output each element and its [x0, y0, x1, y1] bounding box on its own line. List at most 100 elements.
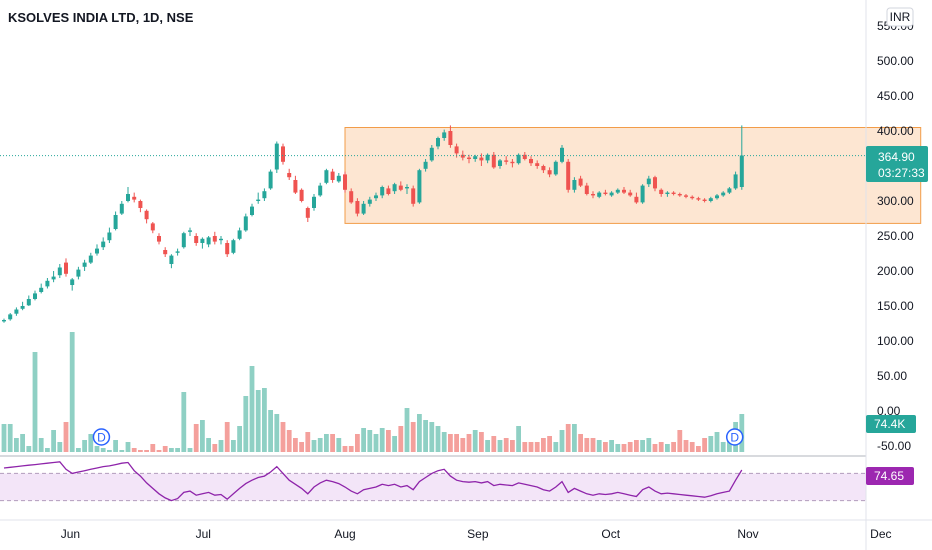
time-axis[interactable]: JunJulAugSepOctNovDec2022	[61, 527, 932, 541]
volume-bar	[94, 446, 100, 452]
candle	[361, 201, 366, 215]
volume-bar	[386, 430, 391, 452]
candle	[677, 192, 682, 197]
candle	[212, 231, 217, 245]
range-box[interactable]	[344, 127, 922, 224]
candle	[467, 154, 471, 164]
volume-bar	[305, 432, 311, 452]
volume-bar	[193, 424, 199, 452]
candle	[708, 196, 713, 203]
candle	[609, 191, 614, 197]
candle	[355, 198, 360, 217]
volume-bar	[324, 434, 329, 452]
candle	[504, 156, 509, 165]
price-tick-label: 100.00	[877, 334, 914, 348]
price-tick-label: 50.00	[877, 369, 907, 383]
candle	[578, 175, 583, 187]
candle	[163, 247, 168, 257]
candle	[250, 203, 254, 217]
volume-bar	[45, 448, 50, 452]
volume-bar	[522, 442, 528, 452]
dividend-marker[interactable]: D	[92, 428, 111, 446]
candle	[231, 238, 236, 255]
volume-bar	[572, 424, 577, 452]
time-tick-label: Oct	[601, 527, 620, 541]
candle	[727, 187, 732, 194]
volume-bar	[479, 432, 484, 452]
candle	[442, 129, 447, 141]
candle	[39, 283, 44, 294]
candle	[640, 184, 645, 204]
candle	[330, 168, 335, 183]
candle	[584, 182, 589, 196]
candle	[169, 254, 174, 269]
volume-bar	[547, 436, 552, 452]
candle	[188, 227, 192, 236]
candle	[274, 141, 279, 173]
volume-bar	[187, 448, 193, 452]
candle	[529, 156, 533, 166]
volume-bar	[702, 438, 707, 452]
price-tick-label: -50.00	[877, 439, 911, 453]
volume-bar	[181, 392, 187, 452]
bar-countdown: 03:27:33	[878, 166, 925, 180]
volume-bar	[125, 442, 131, 452]
candle	[374, 192, 378, 201]
volume-bar	[714, 432, 720, 452]
time-tick-label: Nov	[737, 527, 758, 541]
candle	[634, 192, 639, 204]
volume-bar	[249, 366, 255, 452]
volume-bar	[665, 444, 670, 452]
volume-bar	[603, 442, 608, 452]
volume-bar	[646, 438, 652, 452]
volume-bar	[441, 432, 447, 452]
chart-title: KSOLVES INDIA LTD, 1D, NSE	[8, 10, 194, 25]
candle	[398, 181, 403, 192]
volume-bar	[38, 438, 44, 452]
volume-bar	[472, 430, 478, 452]
currency-badge-box[interactable]	[886, 7, 914, 27]
volume-bar	[516, 426, 521, 452]
volume-bar	[596, 440, 602, 452]
volume-bar	[348, 446, 354, 452]
candle	[119, 201, 124, 215]
candle	[262, 188, 267, 201]
volume-bar	[76, 448, 81, 452]
price-tick-label: 400.00	[877, 124, 914, 138]
currency-badge[interactable]: INR	[890, 10, 911, 24]
volume-bar	[156, 450, 162, 452]
candle	[646, 175, 651, 187]
candle	[157, 233, 161, 245]
candle	[299, 188, 304, 203]
candle	[324, 168, 329, 185]
volume-bar	[379, 428, 385, 452]
candle	[628, 189, 633, 197]
volume-bar	[720, 442, 726, 452]
candle	[386, 185, 391, 196]
volume-bar	[460, 438, 466, 452]
candle	[423, 159, 428, 172]
volume-bar	[615, 444, 621, 452]
volume-bar	[1, 424, 7, 452]
volume-bar	[88, 434, 94, 452]
candlesticks	[2, 125, 744, 323]
candle	[367, 196, 372, 207]
candle	[237, 227, 242, 241]
dividend-marker[interactable]: D	[725, 428, 744, 446]
price-tick-label: 250.00	[877, 229, 914, 243]
volume-bar	[696, 446, 701, 452]
time-tick-label: Sep	[467, 527, 489, 541]
volume-bar	[20, 434, 25, 452]
candle	[665, 191, 670, 197]
candle	[194, 233, 199, 246]
volume-bar	[404, 408, 410, 452]
volume-bar	[590, 438, 596, 452]
candle	[225, 240, 230, 257]
candle	[392, 182, 397, 194]
volume-bar	[392, 436, 397, 452]
candle	[547, 167, 552, 178]
volume-bar	[448, 434, 453, 452]
